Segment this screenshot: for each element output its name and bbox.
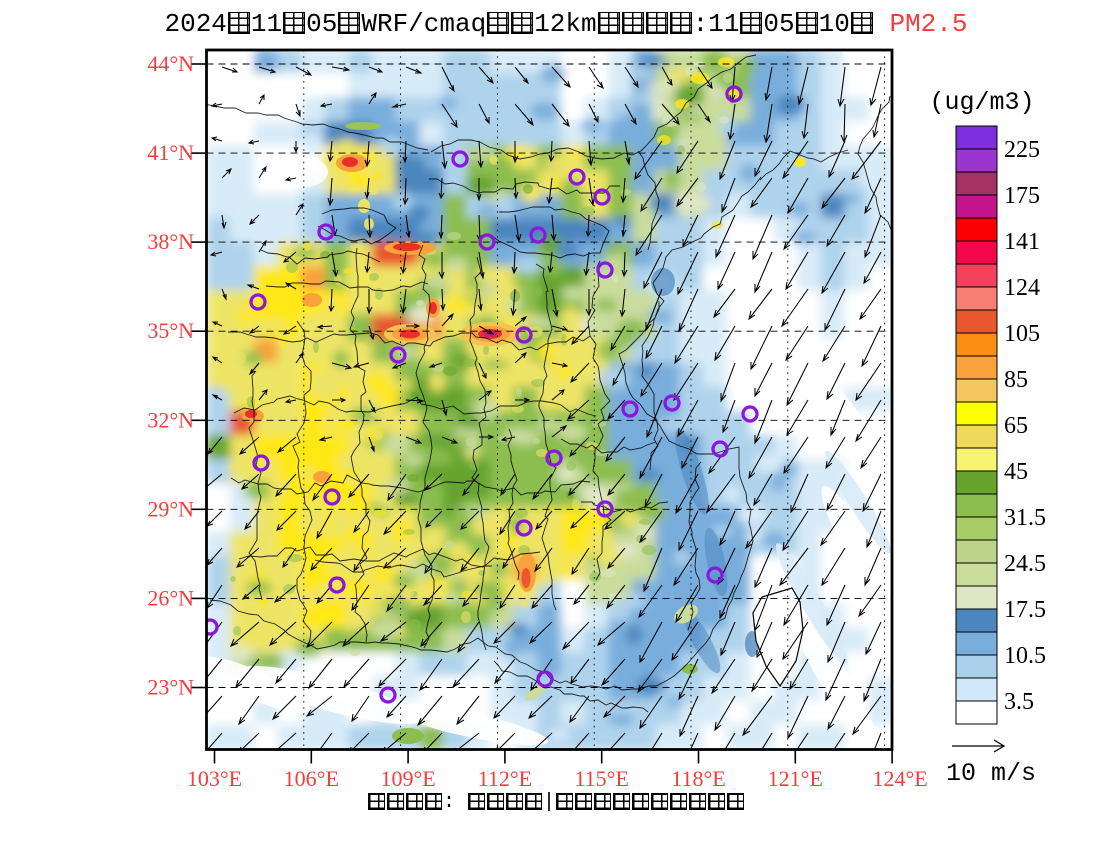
svg-text:35°N: 35°N — [147, 318, 194, 343]
svg-text:124: 124 — [1004, 275, 1040, 301]
svg-text:85: 85 — [1004, 367, 1028, 393]
svg-text:105: 105 — [1004, 321, 1040, 347]
svg-text:32°N: 32°N — [147, 407, 194, 432]
svg-text:26°N: 26°N — [147, 585, 194, 610]
svg-text:112°E: 112°E — [478, 766, 532, 791]
svg-text:141: 141 — [1004, 229, 1040, 255]
svg-text:103°E: 103°E — [187, 766, 242, 791]
svg-text:10.5: 10.5 — [1004, 643, 1046, 669]
svg-text:44°N: 44°N — [147, 51, 194, 76]
svg-text:124°E: 124°E — [872, 766, 927, 791]
svg-text:31.5: 31.5 — [1004, 505, 1046, 531]
svg-text:29°N: 29°N — [147, 496, 194, 521]
svg-text:225: 225 — [1004, 137, 1040, 163]
svg-text:175: 175 — [1004, 183, 1040, 209]
svg-text:121°E: 121°E — [768, 766, 823, 791]
svg-text:41°N: 41°N — [147, 140, 194, 165]
svg-text:115°E: 115°E — [574, 766, 628, 791]
svg-text:118°E: 118°E — [671, 766, 725, 791]
svg-text:3.5: 3.5 — [1004, 689, 1034, 715]
svg-text:17.5: 17.5 — [1004, 597, 1046, 623]
svg-text:23°N: 23°N — [147, 675, 194, 700]
svg-text:10 m/s: 10 m/s — [946, 759, 1036, 788]
svg-text:(ug/m3): (ug/m3) — [929, 88, 1034, 117]
svg-text:65: 65 — [1004, 413, 1028, 439]
svg-text:109°E: 109°E — [380, 766, 435, 791]
svg-text:38°N: 38°N — [147, 229, 194, 254]
svg-text:45: 45 — [1004, 459, 1028, 485]
svg-text:106°E: 106°E — [284, 766, 339, 791]
svg-text:24.5: 24.5 — [1004, 551, 1046, 577]
